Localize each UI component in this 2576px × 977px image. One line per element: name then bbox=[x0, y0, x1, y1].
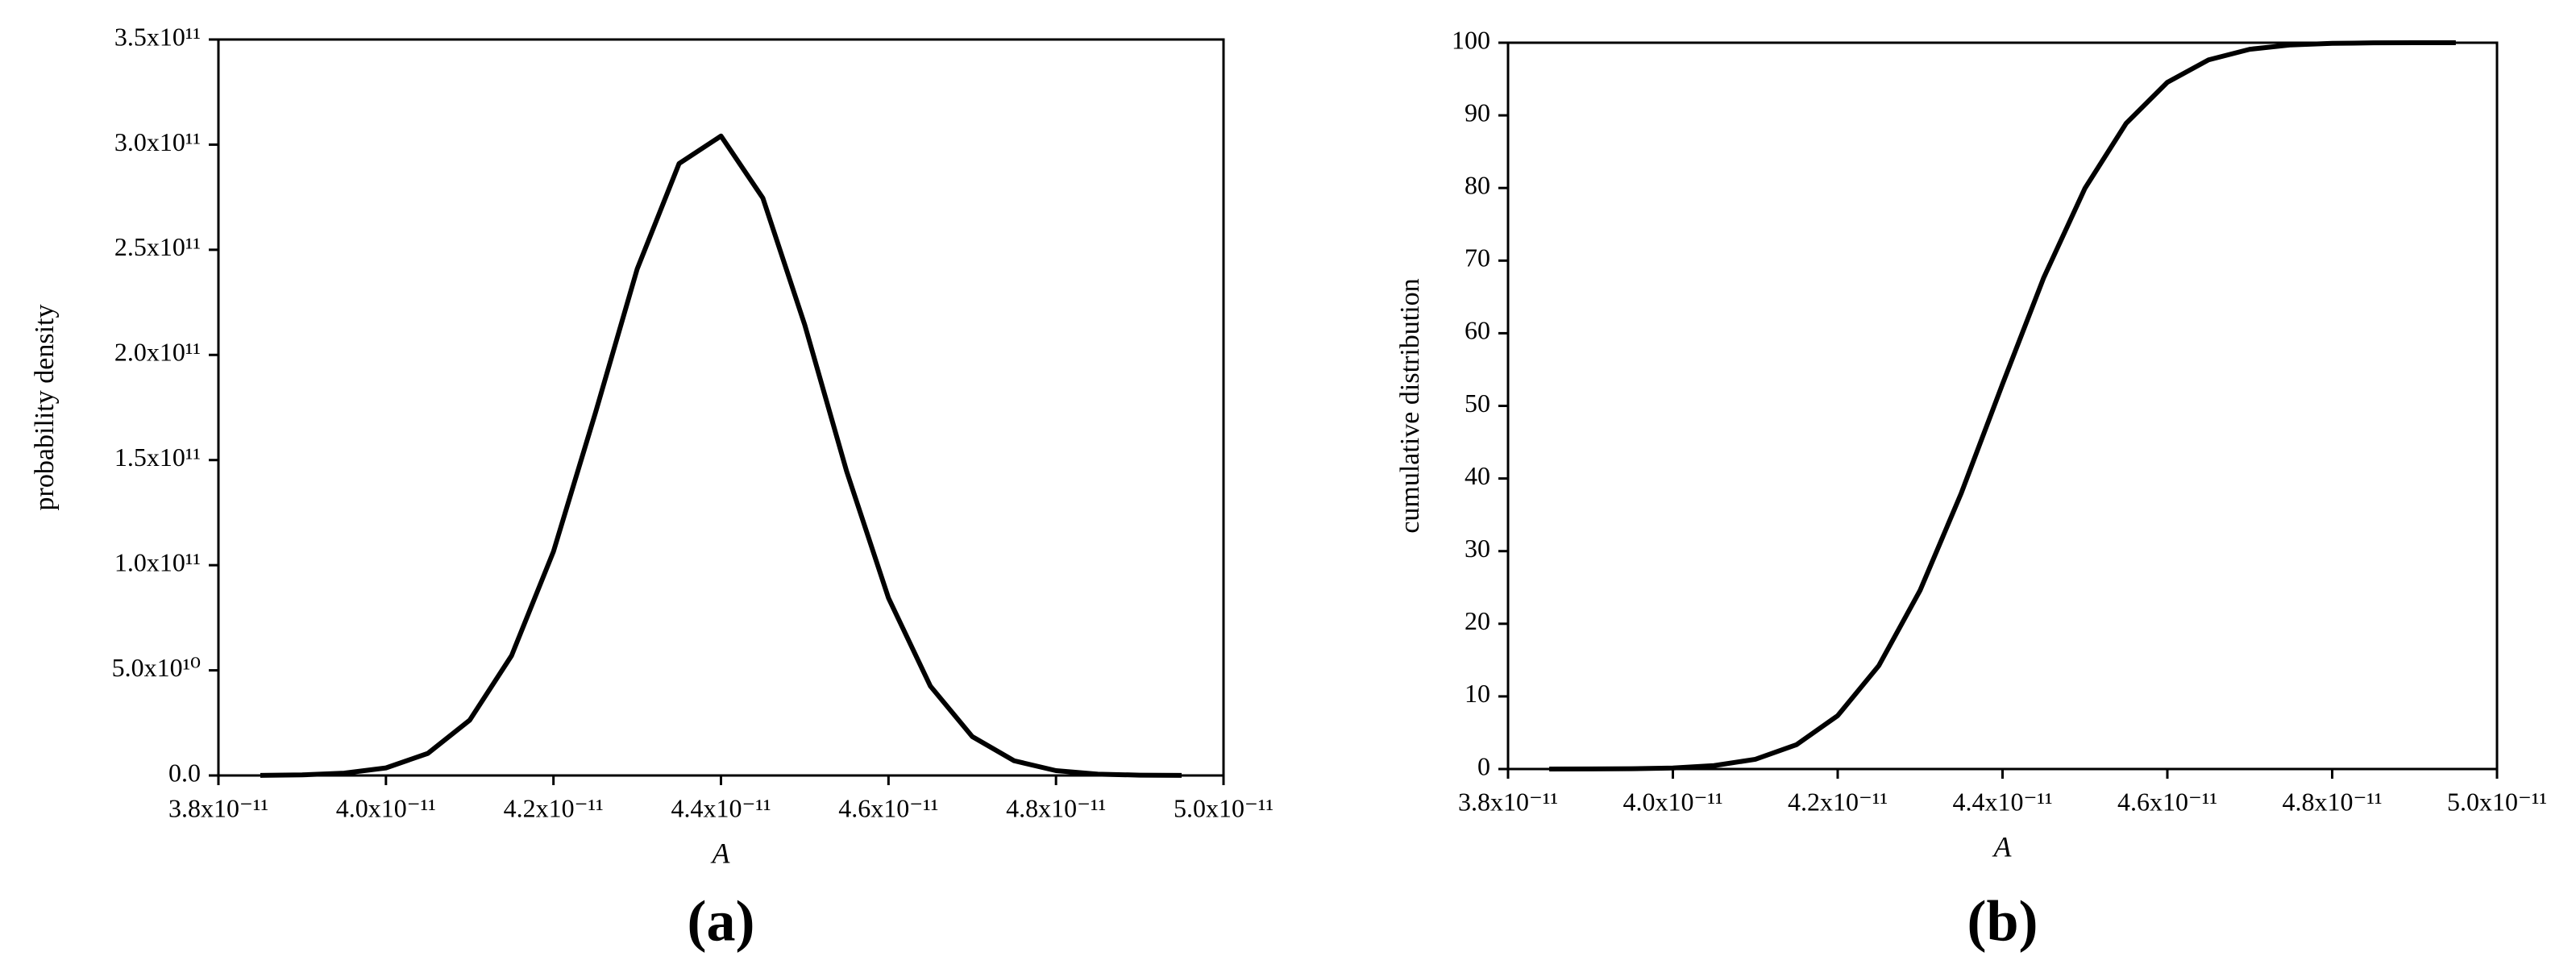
y-tick-label: 0.0 bbox=[168, 758, 201, 787]
y-tick-label: 70 bbox=[1465, 243, 1490, 272]
y-tick-label: 0 bbox=[1477, 751, 1490, 780]
x-tick-label: 4.6x10⁻¹¹ bbox=[838, 793, 938, 822]
x-tick-label: 3.8x10⁻¹¹ bbox=[1458, 787, 1558, 816]
x-tick-label: 5.0x10⁻¹¹ bbox=[2447, 787, 2547, 816]
x-tick-label: 4.8x10⁻¹¹ bbox=[1006, 793, 1106, 822]
x-axis-label: A bbox=[1992, 830, 2013, 863]
data-line bbox=[260, 133, 1182, 778]
y-tick-label: 3.5x10¹¹ bbox=[114, 22, 201, 51]
x-tick-label: 4.4x10⁻¹¹ bbox=[1952, 787, 2052, 816]
plot-frame bbox=[217, 38, 1225, 777]
x-tick-label: 3.8x10⁻¹¹ bbox=[168, 793, 268, 822]
panel-label: (a) bbox=[688, 889, 755, 954]
y-tick-label: 1.5x10¹¹ bbox=[114, 443, 201, 472]
y-tick-label: 40 bbox=[1465, 461, 1490, 490]
y-tick-label: 2.0x10¹¹ bbox=[114, 338, 201, 367]
data-line bbox=[1549, 40, 2456, 771]
y-axis-label: probability density bbox=[30, 305, 60, 511]
y-tick-label: 3.0x10¹¹ bbox=[114, 127, 201, 156]
x-tick-label: 4.4x10⁻¹¹ bbox=[671, 793, 771, 822]
y-tick-label: 80 bbox=[1465, 171, 1490, 200]
x-tick-label: 4.0x10⁻¹¹ bbox=[336, 793, 436, 822]
y-tick-label: 50 bbox=[1465, 389, 1490, 418]
y-tick-label: 30 bbox=[1465, 534, 1490, 563]
x-tick-label: 4.0x10⁻¹¹ bbox=[1622, 787, 1722, 816]
panel-label: (b) bbox=[1967, 889, 2038, 954]
x-tick-label: 4.2x10⁻¹¹ bbox=[504, 793, 604, 822]
plot-frame bbox=[1506, 41, 2499, 771]
y-tick-label: 60 bbox=[1465, 316, 1490, 345]
y-tick-label: 5.0x10¹⁰ bbox=[112, 653, 201, 682]
y-tick-label: 100 bbox=[1452, 25, 1490, 54]
x-tick-label: 5.0x10⁻¹¹ bbox=[1174, 793, 1273, 822]
y-tick-label: 20 bbox=[1465, 606, 1490, 635]
x-tick-label: 4.6x10⁻¹¹ bbox=[2117, 787, 2217, 816]
y-tick-label: 1.0x10¹¹ bbox=[114, 547, 201, 576]
x-axis-label: A bbox=[711, 837, 731, 869]
y-axis-label: cumulative distribution bbox=[1395, 278, 1425, 533]
y-tick-label: 90 bbox=[1465, 98, 1490, 127]
y-tick-label: 2.5x10¹¹ bbox=[114, 232, 201, 261]
x-tick-label: 4.2x10⁻¹¹ bbox=[1788, 787, 1888, 816]
x-tick-label: 4.8x10⁻¹¹ bbox=[2282, 787, 2382, 816]
y-tick-label: 10 bbox=[1465, 679, 1490, 708]
